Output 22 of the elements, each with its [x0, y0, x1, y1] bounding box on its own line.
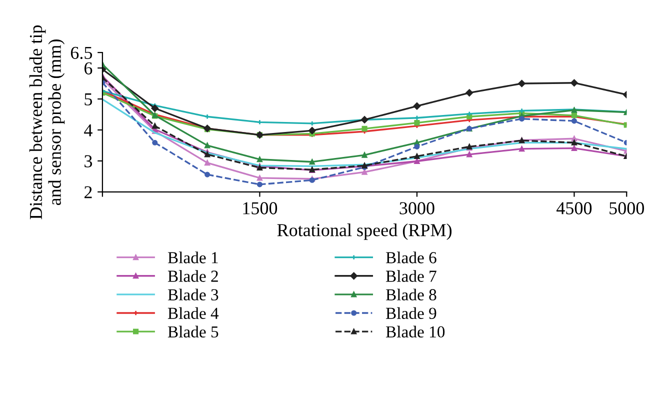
y-axis-title: Distance between blade tip and sensor probe (mm): [29, 25, 65, 220]
y-tick-label: 5: [84, 93, 92, 106]
y-tick-label: 3: [84, 155, 92, 168]
x-tick-label: 5000: [610, 202, 644, 214]
x-axis-title: Rotational speed (RPM): [277, 224, 452, 240]
y-tick-label: 2: [84, 186, 92, 198]
legend-label: Blade 10: [386, 326, 445, 338]
legend-label: Blade 4: [168, 307, 219, 319]
legend-label: Blade 2: [168, 270, 218, 282]
legend-label: Blade 9: [386, 307, 436, 319]
legend-label: Blade 6: [386, 252, 436, 264]
y-tick-label: 6.5: [70, 46, 92, 60]
legend-label: Blade 3: [168, 288, 218, 300]
legend-label: Blade 7: [386, 270, 436, 282]
legend-label: Blade 1: [168, 252, 218, 264]
y-tick-label: 4: [84, 124, 92, 136]
x-tick-label: 3000: [400, 202, 434, 214]
legend-label: Blade 8: [386, 288, 436, 300]
legend-label: Blade 5: [168, 326, 218, 338]
x-tick-label: 4500: [556, 202, 592, 214]
y-tick-label: 6: [84, 62, 92, 74]
x-tick-label: 1500: [243, 202, 278, 214]
